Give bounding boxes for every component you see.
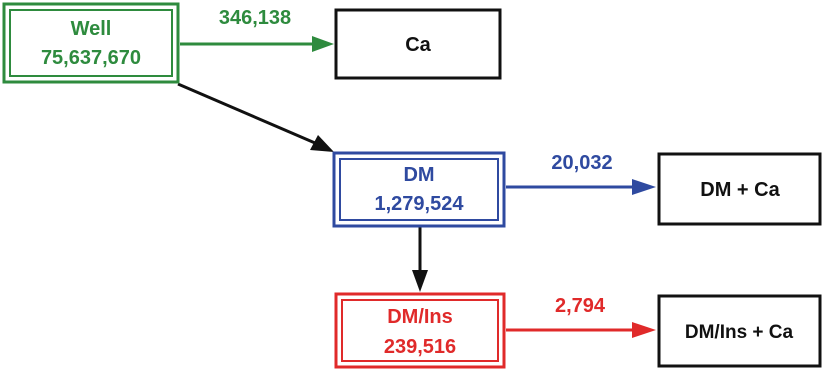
edge-label-dm-to-dm-ca: 20,032 [551, 152, 612, 174]
node-well: Well 75,637,670 [2, 2, 180, 84]
node-dm-ca: DM + Ca [657, 152, 822, 226]
node-dm: DM 1,279,524 [332, 151, 506, 228]
edge-label-well-to-ca: 346,138 [219, 7, 291, 29]
edge-label-dmins-to-dmins-ca: 2,794 [555, 295, 606, 317]
node-ca-label: Ca [405, 34, 431, 56]
node-dm-ca-label: DM + Ca [700, 179, 780, 201]
node-dm-count: 1,279,524 [375, 193, 465, 215]
arrow-dm-to-dmins [412, 226, 428, 292]
node-well-count: 75,637,670 [41, 47, 141, 69]
node-well-title: Well [71, 18, 112, 40]
node-dmins-ca: DM/Ins + Ca [657, 294, 822, 368]
node-dmins-title: DM/Ins [387, 306, 453, 328]
arrow-well-to-ca [180, 36, 334, 52]
node-dmins-ca-label: DM/Ins + Ca [685, 322, 794, 343]
arrow-well-to-dm [177, 82, 334, 152]
arrow-dm-to-dm-ca [506, 179, 656, 195]
node-dm-title: DM [403, 164, 434, 186]
node-dmins-count: 239,516 [384, 336, 456, 358]
node-ca: Ca [334, 8, 502, 80]
node-dmins: DM/Ins 239,516 [334, 292, 506, 369]
arrow-dmins-to-dmins-ca [506, 322, 656, 338]
